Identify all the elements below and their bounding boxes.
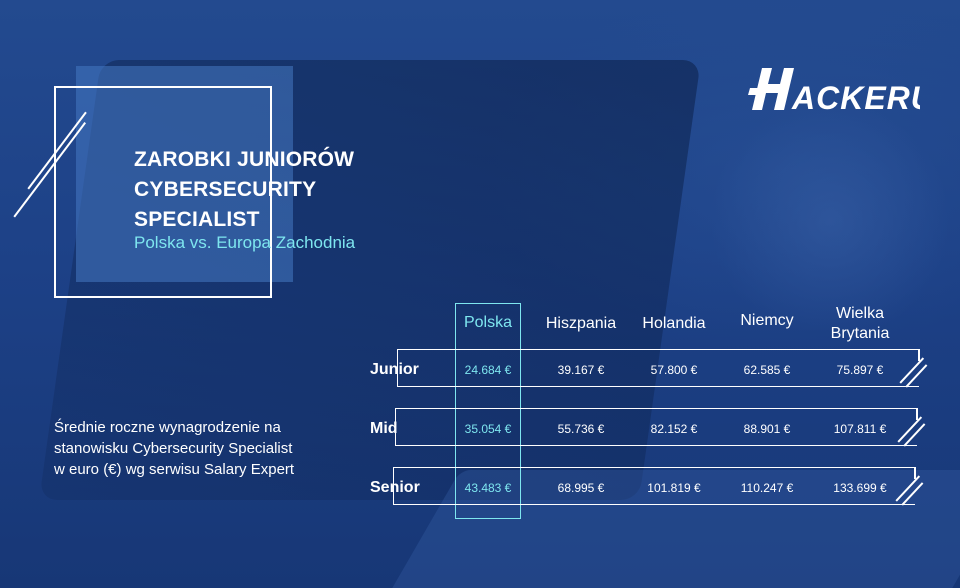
table-cell: 55.736 € <box>557 422 605 436</box>
table-row-frame <box>395 408 917 446</box>
table-cell: 57.800 € <box>650 363 698 377</box>
title-highlight-panel <box>76 66 293 282</box>
table-cell: 24.684 € <box>464 363 512 377</box>
description-line: w euro (€) wg serwisu Salary Expert <box>54 461 295 478</box>
table-cell: 88.901 € <box>743 422 791 436</box>
table-cell: 133.699 € <box>833 481 887 495</box>
plant-photo-shape <box>700 110 960 330</box>
table-row-frame-end <box>914 467 916 479</box>
table-row-frame <box>397 349 919 387</box>
column-header-polska: Polska <box>463 314 513 331</box>
polska-column-highlight <box>455 303 521 519</box>
table-cell: 101.819 € <box>647 481 701 495</box>
table-cell: 62.585 € <box>743 363 791 377</box>
column-header-niemcy: Niemcy <box>740 312 794 329</box>
title-line: CYBERSECURITY <box>134 178 317 201</box>
page-title: ZAROBKI JUNIORÓW CYBERSECURITY SPECIALIS… <box>134 145 414 235</box>
table-cell: 43.483 € <box>464 481 512 495</box>
table-cell: 75.897 € <box>836 363 884 377</box>
title-line: ZAROBKI JUNIORÓW <box>134 148 355 171</box>
page-subtitle: Polska vs. Europa Zachodnia <box>134 233 356 252</box>
title-line: SPECIALIST <box>134 208 260 231</box>
table-row-frame-end <box>918 349 920 361</box>
table-cell: 82.152 € <box>650 422 698 436</box>
column-header-hiszpania: Hiszpania <box>545 315 617 332</box>
description-line: stanowisku Cybersecurity Specialist <box>54 440 293 457</box>
table-cell: 39.167 € <box>557 363 605 377</box>
table-cell: 107.811 € <box>833 422 887 436</box>
column-header-wielka-brytania: Wielka Brytania <box>830 305 890 342</box>
table-cell: 35.054 € <box>464 422 512 436</box>
description-line: Średnie roczne wynagrodzenie na <box>54 419 281 436</box>
row-label-mid: Mid <box>370 420 398 437</box>
description: Średnie roczne wynagrodzenie na stanowis… <box>54 417 334 480</box>
table-cell: 110.247 € <box>740 481 794 495</box>
table-row-frame <box>393 467 915 505</box>
row-label-senior: Senior <box>370 479 420 496</box>
table-cell: 68.995 € <box>557 481 605 495</box>
row-label-junior: Junior <box>370 361 419 378</box>
title-frame <box>54 86 272 298</box>
svg-text:ACKERU: ACKERU <box>791 80 920 114</box>
table-row-frame-end <box>916 408 918 420</box>
hackeru-logo: ACKERU <box>748 68 920 114</box>
column-header-holandia: Holandia <box>642 315 706 332</box>
